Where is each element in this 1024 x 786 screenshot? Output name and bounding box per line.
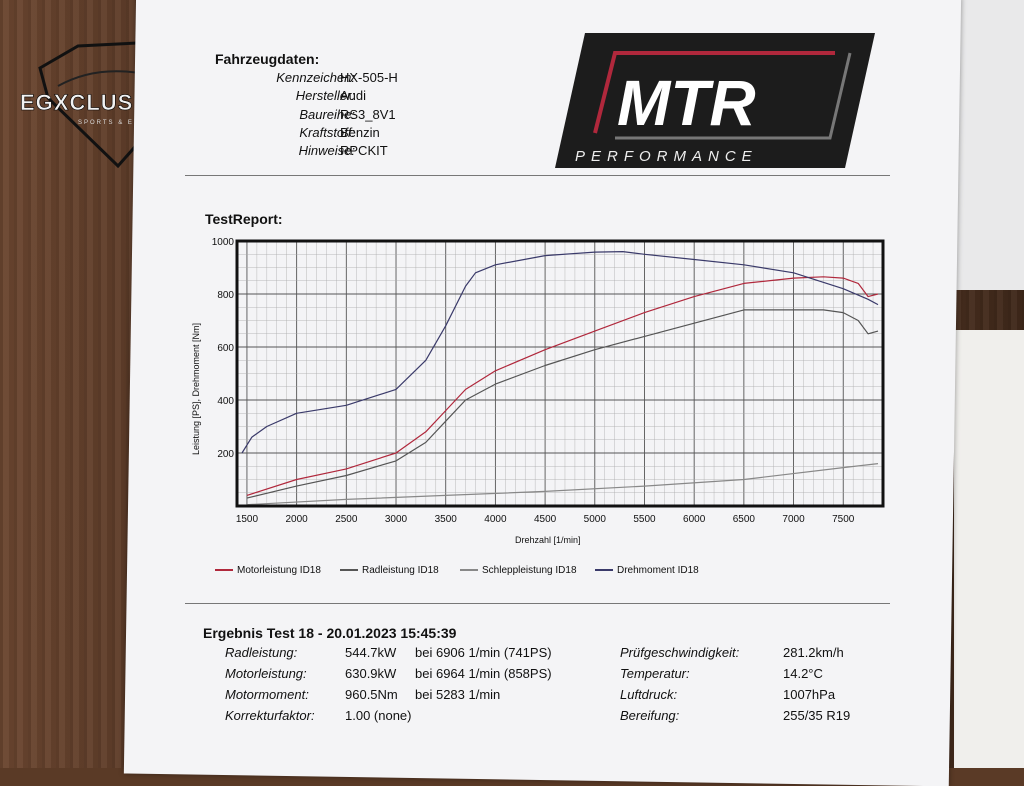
x-tick-label: 5000 <box>584 514 607 525</box>
vehicle-row-fuel: Kraftstoff: <box>185 125 355 141</box>
vehicle-value: Audi <box>340 88 367 103</box>
result-value: 960.5Nm <box>345 687 398 702</box>
x-tick-label: 1500 <box>236 514 259 525</box>
legend-swatch <box>340 569 358 572</box>
series-line-schleppleistung-id18 <box>246 463 879 506</box>
dyno-sheet: Fahrzeugdaten: Kennzeichen: HX-505-H Her… <box>185 25 890 770</box>
chart-series <box>241 251 879 506</box>
background-box <box>954 330 1024 768</box>
legend-label: Drehmoment ID18 <box>617 565 699 576</box>
x-tick-label: 2000 <box>286 514 309 525</box>
y-tick-label: 800 <box>217 290 234 301</box>
x-tick-label: 3500 <box>435 514 458 525</box>
result-value: 1.00 (none) <box>345 708 412 723</box>
vehicle-label: Kraftstoff: <box>299 125 355 140</box>
legend-label: Motorleistung ID18 <box>237 565 321 576</box>
x-tick-label: 6000 <box>683 514 706 525</box>
y-tick-label: 1000 <box>212 237 235 248</box>
x-tick-label: 6500 <box>733 514 756 525</box>
x-tick-label: 5500 <box>633 514 656 525</box>
vehicle-row-notes: Hinweise: <box>185 143 355 159</box>
series-line-motorleistung-id18 <box>246 276 879 496</box>
mtr-performance-logo: MTR PERFORMANCE <box>555 33 875 168</box>
result-label: Prüfgeschwindigkeit: <box>620 645 740 660</box>
x-tick-label: 7000 <box>782 514 805 525</box>
legend-item: Drehmoment ID18 <box>595 565 699 576</box>
result-value: 255/35 R19 <box>783 708 851 723</box>
vehicle-value: RPCKIT <box>340 143 388 158</box>
result-value: 1007hPa <box>783 687 836 702</box>
result-label: Luftdruck: <box>620 687 678 702</box>
vehicle-data-title: Fahrzeugdaten: <box>215 51 320 67</box>
result-label: Korrekturfaktor: <box>225 708 315 723</box>
y-tick-label: 400 <box>217 396 234 407</box>
vehicle-value: HX-505-H <box>340 70 398 85</box>
vehicle-label: Kennzeichen: <box>276 70 355 85</box>
series-line-drehmoment-id18 <box>241 251 879 454</box>
x-tick-label: 7500 <box>832 514 855 525</box>
y-tick-label: 200 <box>217 449 234 460</box>
legend-item: Motorleistung ID18 <box>215 565 321 576</box>
vehicle-row-plate: Kennzeichen: <box>185 70 355 86</box>
divider <box>185 603 890 604</box>
x-tick-label: 2500 <box>335 514 358 525</box>
test-report-title: TestReport: <box>205 211 283 227</box>
legend-item: Radleistung ID18 <box>340 565 439 576</box>
egx-logo-sub: SPORTS & EX <box>78 120 140 126</box>
chart-ticks: 1500 2000 2500 3000 3500 4000 4500 5000 5500 6000… <box>212 237 855 525</box>
vehicle-value: Benzin <box>340 125 380 140</box>
plot-frame <box>235 239 885 508</box>
mtr-logo-sub: PERFORMANCE <box>575 148 758 165</box>
x-tick-label: 4000 <box>484 514 507 525</box>
result-label: Bereifung: <box>620 708 680 723</box>
result-label: Motorleistung: <box>225 666 307 681</box>
result-label: Motormoment: <box>225 687 309 702</box>
legend-item: Schleppleistung ID18 <box>460 565 577 576</box>
result-value: 630.9kW <box>345 666 397 681</box>
vehicle-label: Hersteller: <box>295 88 355 103</box>
result-extra: bei 6964 1/min (858PS) <box>415 666 552 681</box>
dyno-chart: 1500 2000 2500 3000 3500 4000 4500 5000 5500 6000… <box>191 237 885 545</box>
result-extra: bei 5283 1/min <box>415 687 501 702</box>
legend-label: Schleppleistung ID18 <box>482 565 577 576</box>
result-value: 281.2km/h <box>783 645 844 660</box>
vehicle-value: RS3_8V1 <box>340 107 396 122</box>
chart-grid <box>237 241 883 506</box>
x-tick-label: 3000 <box>385 514 408 525</box>
divider <box>185 175 890 176</box>
vehicle-row-make: Hersteller: <box>185 88 355 104</box>
vehicle-row-series: Baureihe: <box>185 107 355 123</box>
legend-swatch <box>460 569 478 572</box>
legend-swatch <box>215 569 233 572</box>
chart-legend: Motorleistung ID18 Radleistung ID18 Schl… <box>215 565 895 581</box>
result-extra: bei 6906 1/min (741PS) <box>415 645 552 660</box>
result-label: Temperatur: <box>620 666 690 681</box>
y-axis-label: Leistung [PS], Drehmoment [Nm] <box>191 323 201 455</box>
y-tick-label: 600 <box>217 343 234 354</box>
x-axis-label: Drehzahl [1/min] <box>515 535 581 545</box>
result-value: 14.2°C <box>783 666 823 681</box>
results-title: Ergebnis Test 18 - 20.01.2023 15:45:39 <box>203 625 457 641</box>
legend-label: Radleistung ID18 <box>362 565 439 576</box>
mtr-logo-text: MTR <box>617 67 756 139</box>
series-line-radleistung-id18 <box>246 309 879 499</box>
result-value: 544.7kW <box>345 645 397 660</box>
x-tick-label: 4500 <box>534 514 557 525</box>
result-label: Radleistung: <box>225 645 298 660</box>
vehicle-label: Hinweise: <box>298 143 355 158</box>
legend-swatch <box>595 569 613 572</box>
vehicle-label: Baureihe: <box>299 107 355 122</box>
